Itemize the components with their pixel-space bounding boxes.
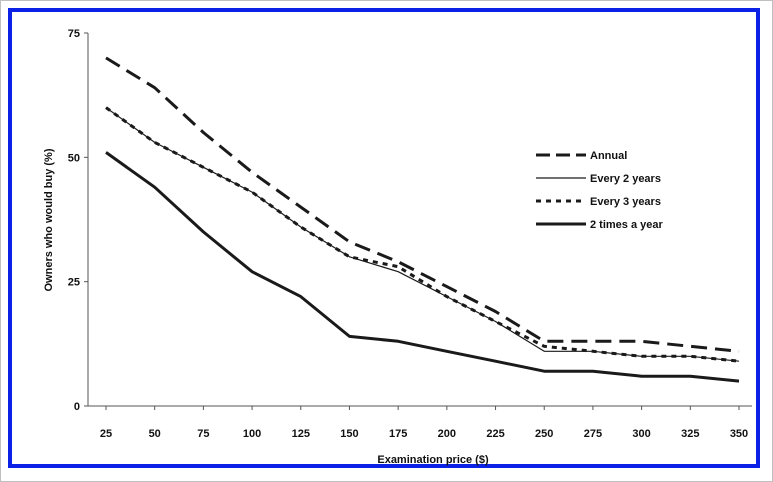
x-tick-label: 225 (486, 428, 504, 440)
y-tick-label: 50 (68, 152, 80, 164)
y-tick-label: 25 (68, 277, 80, 289)
x-tick-label: 75 (197, 428, 209, 440)
x-tick-label: 300 (632, 428, 650, 440)
x-tick-label: 200 (438, 428, 456, 440)
x-tick-label: 275 (584, 428, 602, 440)
x-tick-label: 125 (292, 428, 310, 440)
x-tick-label: 325 (681, 428, 699, 440)
legend-label-0: Annual (590, 150, 627, 162)
x-tick-label: 25 (100, 428, 112, 440)
legend-label-1: Every 2 years (590, 173, 661, 185)
axes: 0 25 50 75 25 50 75 100 125 150 175 200 225 250 275 300… (68, 28, 752, 440)
x-tick-label: 150 (340, 428, 358, 440)
x-tick-label: 250 (535, 428, 553, 440)
x-tick-label: 350 (730, 428, 748, 440)
legend: Annual Every 2 years Every 3 years 2 times … (536, 150, 663, 231)
series-line-2 (106, 108, 739, 362)
series-line-1 (106, 108, 739, 362)
legend-label-3: 2 times a year (590, 219, 663, 231)
series-line-3 (106, 152, 739, 381)
legend-label-2: Every 3 years (590, 196, 661, 208)
x-tick-label: 175 (389, 428, 407, 440)
y-axis-label: Owners who would buy (%) (43, 148, 55, 291)
x-tick-label: 50 (149, 428, 161, 440)
x-tick-label: 100 (243, 428, 261, 440)
x-axis-label: Examination price ($) (377, 454, 489, 466)
y-tick-label: 0 (74, 401, 80, 413)
y-tick-label: 75 (68, 28, 80, 40)
